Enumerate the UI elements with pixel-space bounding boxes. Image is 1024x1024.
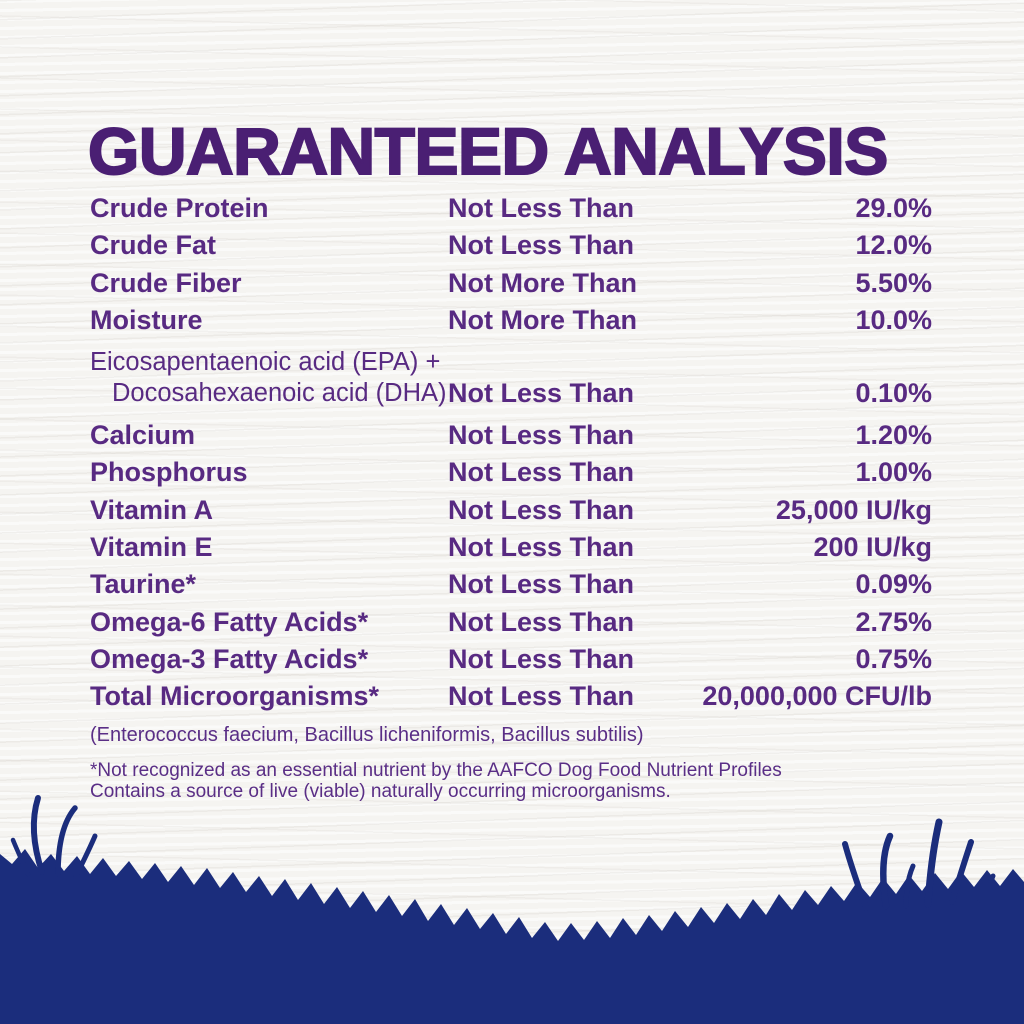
nutrient-label: Vitamin A bbox=[90, 494, 214, 525]
grass-blade-right bbox=[949, 839, 974, 905]
nutrient-label: Calcium bbox=[90, 420, 196, 451]
nutrient-value: 200 IU/kg bbox=[813, 532, 932, 563]
qualifier-label: Not Less Than bbox=[448, 681, 635, 712]
microorganism-species-note: (Enterococcus faecium, Bacillus lichenif… bbox=[90, 723, 644, 746]
nutrient-label: Phosphorus bbox=[90, 457, 248, 488]
grass-blade-right bbox=[903, 863, 916, 909]
nutrient-value: 0.09% bbox=[855, 569, 932, 600]
grass-silhouette bbox=[0, 788, 1024, 1024]
qualifier-label: Not Less Than bbox=[448, 643, 635, 674]
nutrient-label: Crude Fiber bbox=[90, 267, 242, 298]
nutrient-label: Moisture bbox=[90, 304, 203, 335]
grass-blade-right bbox=[842, 841, 869, 911]
nutrient-value: 5.50% bbox=[855, 267, 932, 298]
qualifier-label: Not Less Than bbox=[448, 532, 635, 563]
table-row: Vitamin E Not Less Than 200 IU/kg bbox=[90, 529, 932, 566]
table-row: Phosphorus Not Less Than 1.00% bbox=[90, 454, 932, 491]
nutrient-label-dha-line2: Docosahexaenoic acid (DHA) bbox=[112, 379, 447, 408]
footnote-live-microorganisms: Contains a source of live (viable) natur… bbox=[90, 781, 671, 803]
nutrient-label-epa-line1: Eicosapentaenoic acid (EPA) + bbox=[90, 348, 441, 377]
nutrient-value: 20,000,000 CFU/lb bbox=[702, 681, 932, 712]
table-row: Crude Fiber Not More Than 5.50% bbox=[90, 265, 932, 302]
qualifier-label: Not Less Than bbox=[448, 494, 635, 525]
table-row: Vitamin A Not Less Than 25,000 IU/kg bbox=[90, 492, 932, 529]
table-row: Crude Fat Not Less Than 12.0% bbox=[90, 227, 932, 264]
footnotes: *Not recognized as an essential nutrient… bbox=[90, 760, 932, 803]
grass-silhouette-graphic bbox=[0, 795, 1024, 1024]
grass-blade-right bbox=[924, 818, 943, 908]
nutrient-label: Vitamin E bbox=[90, 532, 213, 563]
qualifier-label: Not More Than bbox=[448, 267, 637, 298]
nutrient-label: Crude Fat bbox=[90, 230, 217, 261]
qualifier-label: Not Less Than bbox=[448, 230, 635, 261]
qualifier-label: Not Less Than bbox=[448, 420, 635, 451]
table-row: Docosahexaenoic acid (DHA) Not Less Than… bbox=[90, 378, 932, 409]
table-row: Omega-6 Fatty Acids* Not Less Than 2.75% bbox=[90, 604, 932, 641]
nutrient-value: 12.0% bbox=[855, 230, 932, 261]
nutrient-label: Taurine* bbox=[90, 569, 197, 600]
qualifier-label: Not Less Than bbox=[448, 606, 635, 637]
nutrient-label: Crude Protein bbox=[90, 193, 269, 223]
table-row: Total Microorganisms* Not Less Than 20,0… bbox=[90, 678, 932, 715]
nutrient-value: 0.75% bbox=[855, 643, 932, 674]
grass-blade-right bbox=[977, 873, 996, 903]
qualifier-label: Not Less Than bbox=[448, 569, 635, 600]
grass-mound bbox=[0, 849, 1024, 1024]
nutrient-value: 0.10% bbox=[855, 378, 932, 409]
nutrient-value: 1.20% bbox=[855, 420, 932, 451]
qualifier-label: Not Less Than bbox=[448, 457, 635, 488]
grass-blade-right bbox=[880, 832, 894, 910]
footnote-aafco: *Not recognized as an essential nutrient… bbox=[90, 759, 782, 781]
nutrient-value: 2.75% bbox=[855, 606, 932, 637]
table-row: Calcium Not Less Than 1.20% bbox=[90, 417, 932, 454]
nutrient-label: Omega-3 Fatty Acids* bbox=[90, 643, 369, 674]
grass-blade-left bbox=[55, 805, 78, 877]
grass-blade-left bbox=[30, 795, 45, 875]
table-row: Crude Protein Not Less Than 29.0% bbox=[90, 190, 932, 227]
qualifier-label: Not Less Than bbox=[448, 378, 635, 409]
table-row: Omega-3 Fatty Acids* Not Less Than 0.75% bbox=[90, 641, 932, 678]
guaranteed-analysis-table: Crude Protein Not Less Than 29.0% Crude … bbox=[90, 190, 932, 803]
table-row: Taurine* Not Less Than 0.09% bbox=[90, 566, 932, 603]
grass-blade-left bbox=[73, 833, 98, 879]
grass-blade-left bbox=[10, 837, 31, 877]
nutrient-value: 10.0% bbox=[855, 304, 932, 335]
nutrient-label: Total Microorganisms* bbox=[90, 681, 380, 712]
table-row: Moisture Not More Than 10.0% bbox=[90, 302, 932, 339]
nutrient-label: Omega-6 Fatty Acids* bbox=[90, 606, 369, 637]
qualifier-label: Not More Than bbox=[448, 304, 637, 335]
nutrient-value: 25,000 IU/kg bbox=[775, 494, 932, 525]
nutrient-value: 1.00% bbox=[855, 457, 932, 488]
qualifier-label: Not Less Than bbox=[448, 193, 635, 223]
page-title: GUARANTEED ANALYSIS bbox=[87, 114, 889, 189]
nutrient-value: 29.0% bbox=[855, 193, 932, 223]
